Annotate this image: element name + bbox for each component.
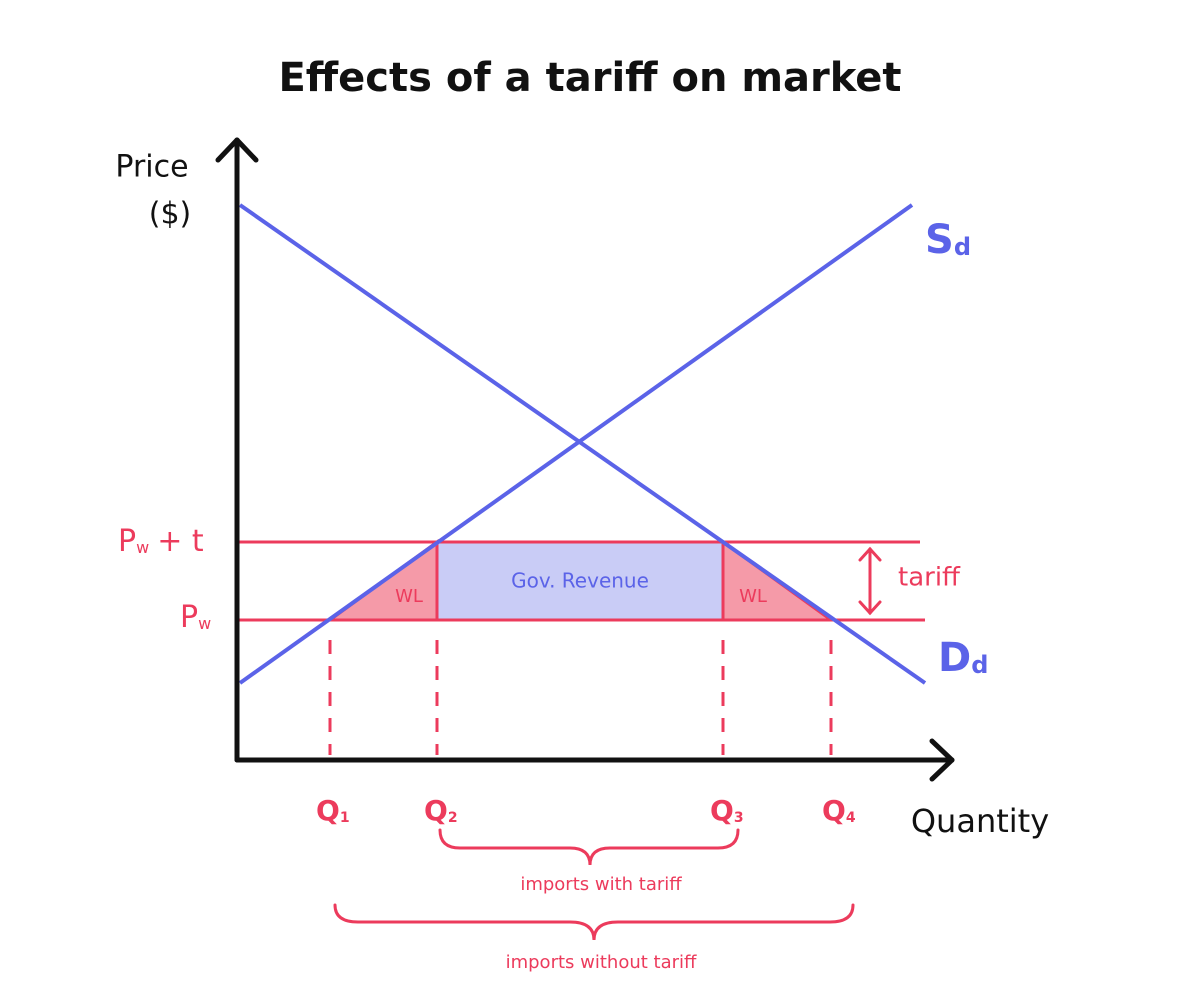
label-sub: w bbox=[198, 614, 211, 633]
demand-label: Dd bbox=[938, 635, 988, 681]
welfare-loss-label: WL bbox=[395, 586, 423, 607]
welfare-loss-label: WL bbox=[739, 586, 767, 607]
label-sub: d bbox=[954, 233, 971, 261]
brace-without-tariff bbox=[333, 903, 855, 941]
brace-label: imports without tariff bbox=[506, 952, 697, 973]
label-main: D bbox=[938, 635, 971, 681]
price-label: Pw + t bbox=[118, 524, 204, 559]
y-axis-label: Price bbox=[115, 150, 188, 185]
label-main: Q bbox=[316, 794, 340, 827]
braces bbox=[333, 828, 855, 941]
gov-revenue-label: Gov. Revenue bbox=[511, 569, 649, 593]
quantity-guides bbox=[328, 640, 833, 755]
brace-with-tariff bbox=[438, 828, 740, 866]
label-sub: w bbox=[136, 538, 149, 557]
label-sub: 4 bbox=[846, 810, 856, 826]
y-axis-label: ($) bbox=[149, 197, 192, 232]
quantity-label: Q4 bbox=[822, 794, 856, 827]
label-main: Q bbox=[710, 794, 734, 827]
price-label: Pw bbox=[180, 600, 211, 635]
label-main: Q bbox=[822, 794, 846, 827]
label-main: S bbox=[925, 217, 954, 263]
quantity-label: Q1 bbox=[316, 794, 350, 827]
label-sub: 1 bbox=[340, 810, 350, 826]
quantity-label: Q3 bbox=[710, 794, 744, 827]
x-axis-label: Quantity bbox=[911, 802, 1049, 840]
axes bbox=[215, 137, 955, 782]
demand-curve bbox=[238, 203, 927, 685]
arrow-head bbox=[858, 546, 882, 562]
label-rest: + t bbox=[157, 524, 204, 559]
x-axis-arrow bbox=[929, 738, 955, 782]
label-sub: 2 bbox=[448, 810, 458, 826]
label-main: P bbox=[118, 524, 136, 559]
title: Effects of a tariff on market bbox=[278, 55, 901, 101]
arrow-head bbox=[858, 600, 882, 616]
y-axis-arrow bbox=[215, 137, 259, 163]
supply-curve bbox=[238, 203, 914, 685]
supply-label: Sd bbox=[925, 217, 971, 263]
label-main: Q bbox=[424, 794, 448, 827]
label-sub: d bbox=[971, 651, 988, 679]
label-sub: 3 bbox=[734, 810, 744, 826]
brace-label: imports with tariff bbox=[520, 874, 682, 895]
tariff-arrow bbox=[858, 546, 882, 616]
label-main: P bbox=[180, 600, 198, 635]
tariff-label: tariff bbox=[898, 563, 961, 593]
quantity-label: Q2 bbox=[424, 794, 458, 827]
gov-revenue-area bbox=[435, 540, 725, 622]
